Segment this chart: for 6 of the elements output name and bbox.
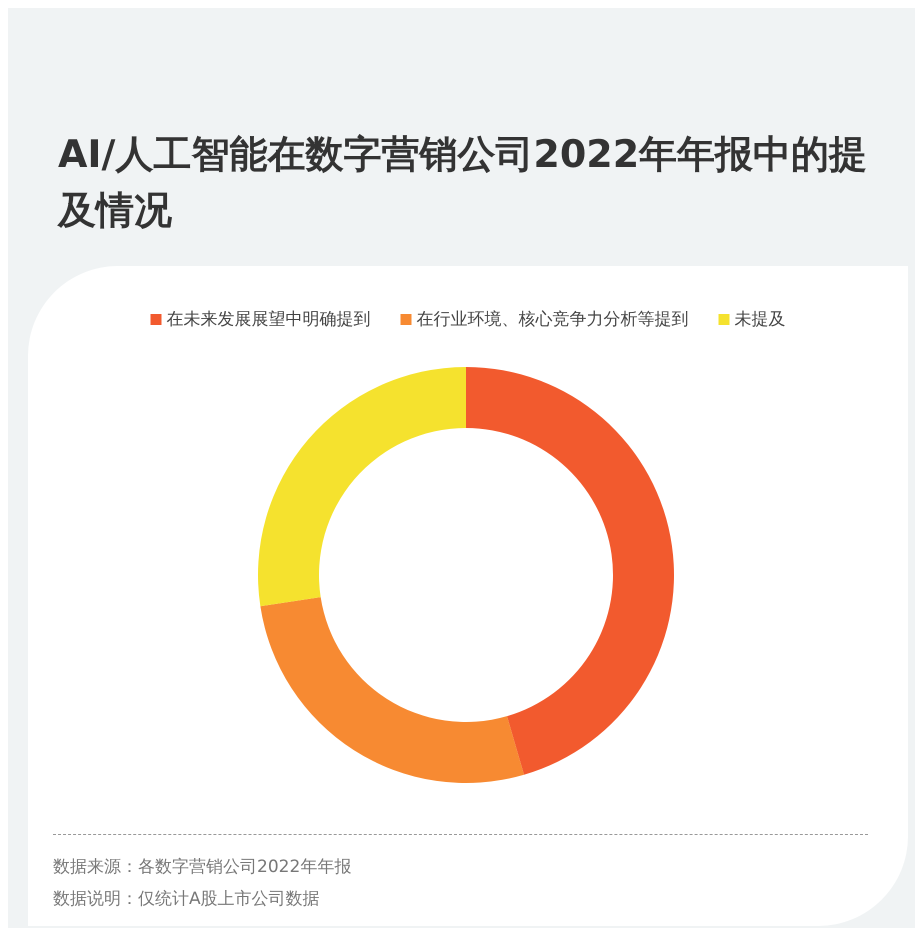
legend-label: 未提及	[734, 310, 786, 330]
source-note: 数据来源：各数字营销公司2022年年报	[53, 856, 352, 879]
chart-title: AI/人工智能在数字营销公司2022年年报中的提及情况	[58, 131, 868, 234]
legend-label: 在未来发展展望中明确提到	[166, 310, 370, 330]
legend-label: 在行业环境、核心竞争力分析等提到	[416, 310, 688, 330]
text: 数据说明：仅统计A股上市公司数据	[53, 888, 321, 911]
